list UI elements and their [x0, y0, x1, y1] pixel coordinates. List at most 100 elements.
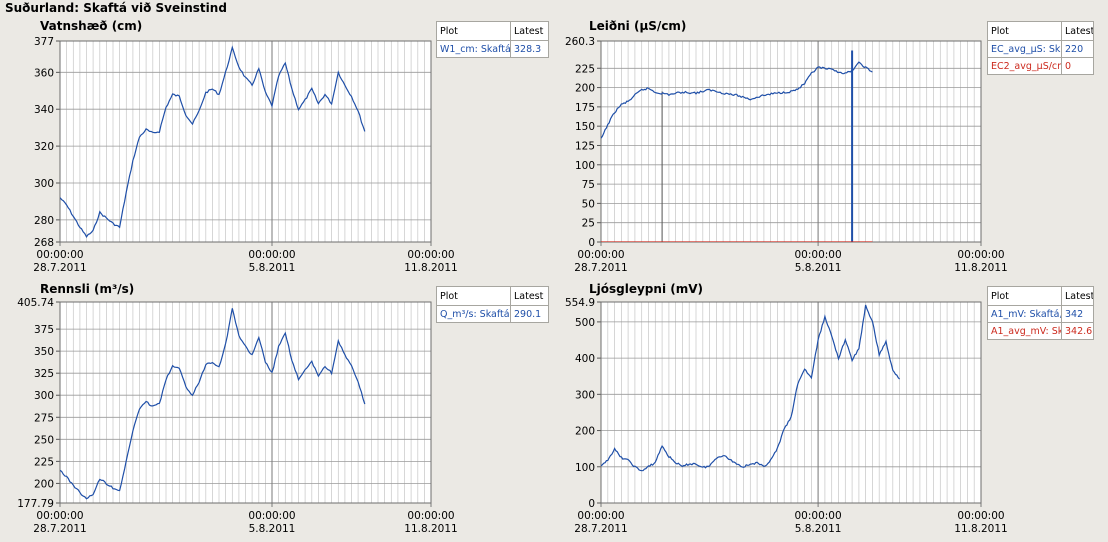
legend-table: Plot Latest W1_cm: Skaftá 328.3 — [436, 21, 549, 58]
legend-series-name: Q_m³/s: Skaftá — [436, 305, 511, 323]
y-tick-label: 554.9 — [565, 297, 595, 309]
y-tick-label: 300 — [34, 390, 54, 402]
legend-row[interactable]: W1_cm: Skaftá 328.3 — [436, 40, 549, 58]
legend-series-name: A1_avg_mV: Sk — [987, 322, 1062, 340]
y-tick-label: 260.3 — [565, 36, 595, 48]
x-tick-time: 00:00:00 — [577, 249, 624, 261]
x-tick-date: 5.8.2011 — [249, 262, 296, 274]
y-tick-label: 350 — [34, 346, 54, 358]
x-tick-date: 5.8.2011 — [795, 523, 842, 535]
x-tick-date: 28.7.2011 — [574, 523, 627, 535]
x-tick-date: 11.8.2011 — [404, 523, 457, 535]
legend-table: Plot Latest EC_avg_µS: Sk 220 EC2_avg_µS/cr 0 — [987, 21, 1094, 75]
legend-header-plot: Plot — [436, 286, 511, 306]
y-tick-label: 200 — [34, 478, 54, 490]
x-tick-date: 11.8.2011 — [954, 262, 1007, 274]
x-tick-date: 5.8.2011 — [795, 262, 842, 274]
y-tick-label: 100 — [575, 160, 595, 172]
y-tick-label: 275 — [34, 412, 54, 424]
x-tick-date: 5.8.2011 — [249, 523, 296, 535]
legend-header-latest: Latest — [510, 286, 549, 306]
y-tick-label: 0 — [588, 237, 595, 249]
x-tick-time: 00:00:00 — [248, 249, 295, 261]
x-tick-time: 00:00:00 — [957, 249, 1004, 261]
y-tick-label: 177.79 — [17, 498, 54, 510]
y-tick-label: 300 — [575, 389, 595, 401]
legend-series-name: A1_mV: Skaftá, — [987, 305, 1062, 323]
series-line — [60, 308, 366, 500]
y-tick-label: 250 — [34, 434, 54, 446]
grid-vertical — [59, 302, 432, 503]
legend-series-latest: 290.1 — [510, 305, 549, 323]
legend-series-name: W1_cm: Skaftá — [436, 40, 511, 58]
y-tick-label: 200 — [575, 83, 595, 95]
y-tick-label: 225 — [34, 456, 54, 468]
x-tick-time: 00:00:00 — [36, 510, 83, 522]
legend-table: Plot Latest A1_mV: Skaftá, 342 A1_avg_mV: Sk… — [987, 286, 1094, 340]
x-tick-date: 28.7.2011 — [574, 262, 627, 274]
series-line — [60, 45, 366, 238]
y-tick-label: 500 — [575, 317, 595, 329]
y-tick-label: 360 — [34, 67, 54, 79]
legend-series-latest: 0 — [1061, 57, 1094, 75]
y-tick-label: 280 — [34, 215, 54, 227]
x-tick-date: 28.7.2011 — [33, 523, 86, 535]
legend-header-latest: Latest — [1061, 21, 1094, 41]
y-tick-label: 377 — [34, 36, 54, 48]
y-tick-label: 200 — [575, 426, 595, 438]
x-tick-time: 00:00:00 — [577, 510, 624, 522]
x-tick-date: 11.8.2011 — [954, 523, 1007, 535]
legend-table: Plot Latest Q_m³/s: Skaftá 290.1 — [436, 286, 549, 323]
x-tick-time: 00:00:00 — [407, 510, 454, 522]
y-tick-label: 325 — [34, 368, 54, 380]
x-tick-time: 00:00:00 — [248, 510, 295, 522]
y-tick-label: 225 — [575, 63, 595, 75]
plot-border — [600, 301, 982, 504]
y-tick-label: 0 — [588, 498, 595, 510]
legend-row[interactable]: EC2_avg_µS/cr 0 — [987, 57, 1094, 75]
y-tick-label: 320 — [34, 141, 54, 153]
plot-border — [59, 301, 432, 504]
y-tick-label: 340 — [34, 104, 54, 116]
series-line — [601, 304, 901, 472]
x-tick-time: 00:00:00 — [407, 249, 454, 261]
chart-title: Ljósgleypni (mV) — [589, 282, 703, 296]
legend-series-latest: 328.3 — [510, 40, 549, 58]
legend-header-plot: Plot — [987, 21, 1062, 41]
legend-row[interactable]: A1_avg_mV: Sk 342.6 — [987, 322, 1094, 340]
x-tick-time: 00:00:00 — [36, 249, 83, 261]
x-tick-date: 28.7.2011 — [33, 262, 86, 274]
legend-header-latest: Latest — [510, 21, 549, 41]
chart-title: Leiðni (µS/cm) — [589, 19, 687, 33]
y-tick-label: 268 — [34, 237, 54, 249]
x-tick-time: 00:00:00 — [795, 249, 842, 261]
y-tick-label: 100 — [575, 462, 595, 474]
legend-series-latest: 342 — [1061, 305, 1094, 323]
chart-title: Rennsli (m³/s) — [40, 282, 135, 296]
y-tick-label: 75 — [582, 179, 595, 191]
legend-row[interactable]: Q_m³/s: Skaftá 290.1 — [436, 305, 549, 323]
y-tick-label: 25 — [582, 218, 595, 230]
legend-row[interactable]: A1_mV: Skaftá, 342 — [987, 305, 1094, 323]
y-tick-label: 175 — [575, 102, 595, 114]
legend-header-plot: Plot — [987, 286, 1062, 306]
y-tick-label: 125 — [575, 141, 595, 153]
x-tick-time: 00:00:00 — [957, 510, 1004, 522]
window-title: Suðurland: Skaftá við Sveinstind — [5, 1, 227, 15]
y-tick-label: 300 — [34, 178, 54, 190]
y-tick-label: 150 — [575, 121, 595, 133]
y-tick-label: 400 — [575, 353, 595, 365]
legend-header-latest: Latest — [1061, 286, 1094, 306]
legend-series-latest: 342.6 — [1061, 322, 1094, 340]
x-tick-date: 11.8.2011 — [404, 262, 457, 274]
y-tick-label: 405.74 — [17, 297, 54, 309]
y-tick-label: 50 — [582, 198, 595, 210]
series-line — [601, 61, 873, 139]
y-tick-label: 375 — [34, 324, 54, 336]
plot-border — [59, 40, 432, 243]
x-tick-time: 00:00:00 — [795, 510, 842, 522]
chart-title: Vatnshæð (cm) — [40, 19, 143, 33]
